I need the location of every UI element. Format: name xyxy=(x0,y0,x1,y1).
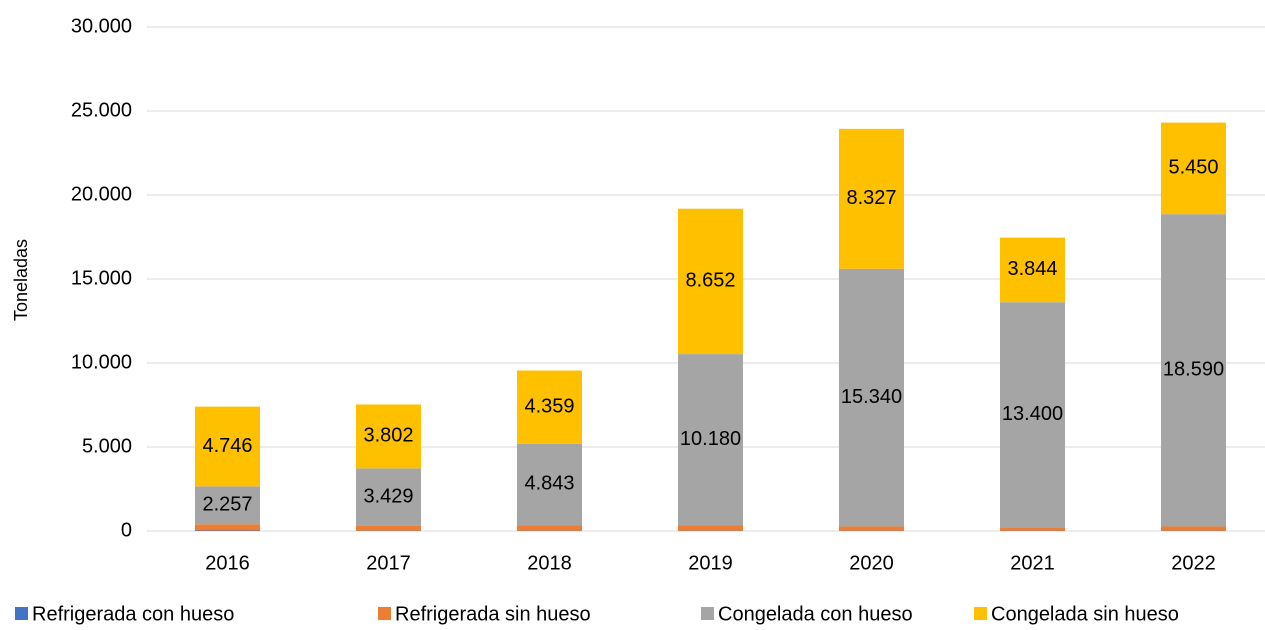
y-tick-label: 10.000 xyxy=(71,351,132,373)
bar-segment xyxy=(1161,214,1226,527)
bar-segment xyxy=(195,406,260,487)
bar-segment xyxy=(356,404,421,469)
bar-segment xyxy=(356,468,421,526)
bar-segment xyxy=(195,486,260,525)
y-tick-label: 30.000 xyxy=(71,15,132,37)
bar-segment xyxy=(678,525,743,531)
x-tick-label: 2022 xyxy=(1171,552,1216,574)
legend-label: Congelada con hueso xyxy=(718,603,913,625)
bar-segment xyxy=(839,526,904,531)
legend-swatch xyxy=(378,607,391,620)
bar-segment xyxy=(195,530,260,531)
x-tick-label: 2019 xyxy=(688,552,733,574)
y-axis-label: Toneladas xyxy=(11,239,31,321)
data-label: 2.257 xyxy=(202,494,252,516)
legend-label: Refrigerada con hueso xyxy=(32,603,234,625)
x-tick-label: 2021 xyxy=(1010,552,1055,574)
x-tick-label: 2017 xyxy=(366,552,411,574)
y-tick-label: 0 xyxy=(121,519,132,541)
bar-segment xyxy=(678,354,743,526)
y-tick-label: 15.000 xyxy=(71,267,132,289)
data-label: 18.590 xyxy=(1163,359,1224,381)
bar-segment xyxy=(356,525,421,531)
data-label: 4.843 xyxy=(524,473,574,495)
bar-segment xyxy=(195,524,260,531)
data-label: 10.180 xyxy=(680,428,741,450)
legend-swatch xyxy=(701,607,714,620)
bar-segment xyxy=(678,208,743,355)
bar-segment xyxy=(517,443,582,526)
data-label: 5.450 xyxy=(1168,157,1218,179)
data-label: 13.400 xyxy=(1002,403,1063,425)
data-label: 4.359 xyxy=(524,395,574,417)
data-label: 3.802 xyxy=(363,425,413,447)
bar-segment xyxy=(1161,526,1226,531)
legend-swatch xyxy=(974,607,987,620)
bar-segment xyxy=(1000,237,1065,303)
y-tick-label: 25.000 xyxy=(71,99,132,121)
data-label: 8.652 xyxy=(685,270,735,292)
y-tick-label: 5.000 xyxy=(82,435,132,457)
data-label: 8.327 xyxy=(846,187,896,209)
data-label: 15.340 xyxy=(841,386,902,408)
legend-label: Refrigerada sin hueso xyxy=(395,603,591,625)
x-tick-label: 2016 xyxy=(205,552,250,574)
legend-label: Congelada sin hueso xyxy=(991,603,1179,625)
bar-segment xyxy=(517,525,582,531)
data-label: 3.844 xyxy=(1007,258,1057,280)
legend-swatch xyxy=(15,607,28,620)
bar-segment xyxy=(517,370,582,444)
bar-segment xyxy=(839,128,904,269)
y-tick-label: 20.000 xyxy=(71,183,132,205)
data-label: 3.429 xyxy=(363,485,413,507)
x-tick-label: 2020 xyxy=(849,552,894,574)
bar-segment xyxy=(1161,122,1226,215)
data-label: 4.746 xyxy=(202,435,252,457)
bar-segment xyxy=(839,268,904,527)
bar-segment xyxy=(1000,302,1065,528)
bar-segment xyxy=(1000,527,1065,531)
x-tick-label: 2018 xyxy=(527,552,572,574)
